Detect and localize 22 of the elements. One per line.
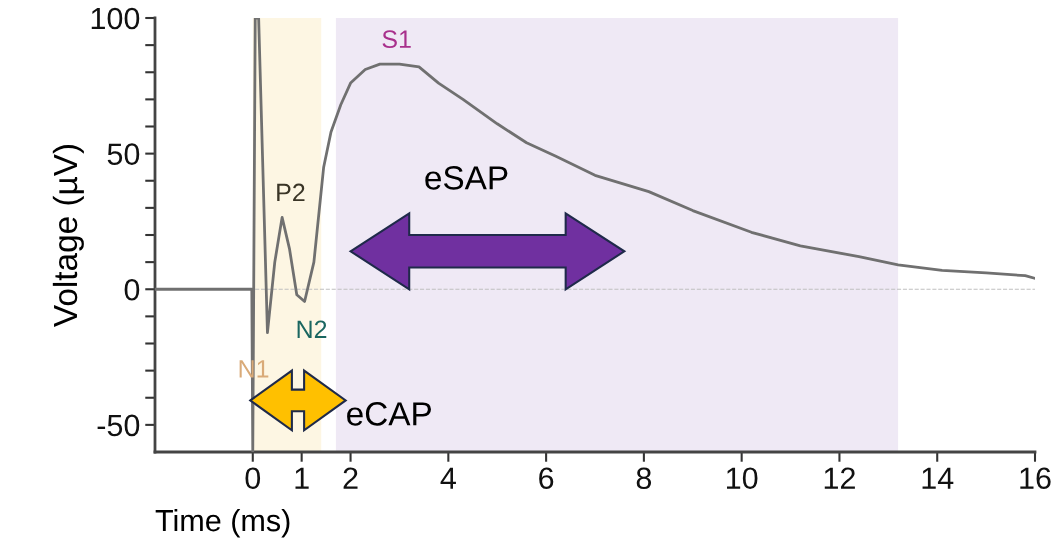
y-tick-label: 50 <box>107 143 140 165</box>
x-axis-title: Time (ms) <box>155 508 290 538</box>
line-series <box>155 18 1035 452</box>
x-tick-label: 2 <box>343 467 358 489</box>
annotation: P2 <box>277 183 305 202</box>
annotation: S1 <box>382 30 411 49</box>
x-tick-label: 1 <box>295 467 309 489</box>
y-axis-title: Voltage (µV) <box>52 145 84 327</box>
y-tick-label: 100 <box>91 7 140 30</box>
x-tick-label: 8 <box>636 467 652 490</box>
x-tick-label: 16 <box>1020 467 1051 490</box>
x-tick-label: 12 <box>824 467 855 489</box>
y-tick-label: 0 <box>124 278 140 301</box>
annotation: eSAP <box>425 166 508 190</box>
annotation: eCAP <box>347 402 431 426</box>
x-tick-label: 10 <box>727 467 758 490</box>
x-tick-label: 0 <box>245 467 261 490</box>
x-tick-label: 14 <box>922 467 954 489</box>
y-tick-label: -50 <box>97 414 140 437</box>
x-tick-label: 4 <box>440 467 456 489</box>
annotation: N2 <box>297 320 327 338</box>
x-tick-label: 6 <box>539 467 554 490</box>
